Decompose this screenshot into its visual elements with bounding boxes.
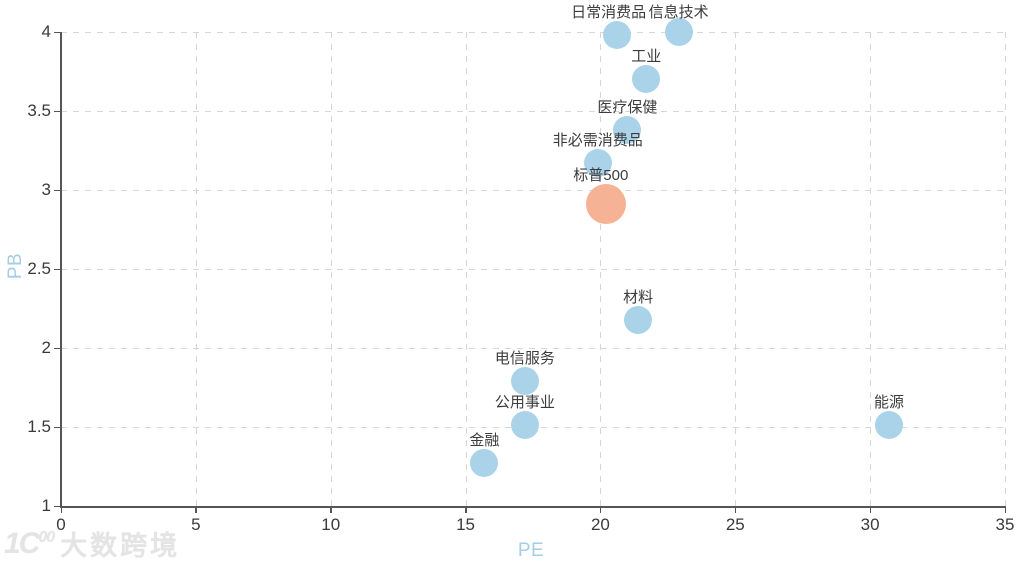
bubble-label-材料: 材料 bbox=[623, 288, 654, 306]
y-tick-label-4: 4 bbox=[41, 22, 51, 41]
x-tick-35 bbox=[1004, 507, 1006, 513]
y-tick-2 bbox=[54, 347, 61, 349]
bubble-工业[interactable] bbox=[632, 65, 661, 94]
bubble-label-信息技术: 信息技术 bbox=[648, 4, 709, 21]
y-tick-3.5 bbox=[54, 110, 61, 112]
watermark: 1C00 大数跨境 bbox=[4, 524, 180, 563]
bubble-日常消费品[interactable] bbox=[602, 21, 631, 50]
bubble-标普500[interactable] bbox=[585, 184, 626, 225]
x-tick-30 bbox=[869, 507, 872, 513]
y-tick-label-2: 2 bbox=[41, 338, 51, 357]
x-axis-line bbox=[60, 506, 1006, 508]
bubble-label-电信服务: 电信服务 bbox=[494, 350, 555, 368]
bubble-label-非必需消费品: 非必需消费品 bbox=[552, 132, 643, 150]
gridline-y-2.5 bbox=[61, 269, 1005, 270]
y-tick-label-3.5: 3.5 bbox=[27, 101, 51, 120]
x-tick-0 bbox=[60, 507, 62, 513]
bubble-信息技术[interactable] bbox=[664, 18, 693, 46]
bubble-公用事业[interactable] bbox=[510, 411, 539, 440]
bubble-金融[interactable] bbox=[470, 449, 499, 478]
x-tick-10 bbox=[330, 507, 332, 513]
x-tick-label-20: 20 bbox=[590, 515, 610, 534]
y-tick-1.5 bbox=[54, 426, 61, 428]
y-axis-line bbox=[60, 32, 62, 508]
bubble-label-日常消费品: 日常消费品 bbox=[571, 4, 647, 22]
bubble-材料[interactable] bbox=[624, 305, 653, 334]
y-tick-3 bbox=[54, 189, 61, 191]
x-tick-5 bbox=[195, 507, 197, 513]
gridline-y-3.5 bbox=[61, 111, 1005, 112]
bubble-能源[interactable] bbox=[875, 411, 904, 440]
bubble-label-标普500: 标普500 bbox=[573, 167, 629, 185]
bubble-非必需消费品[interactable] bbox=[583, 149, 612, 178]
y-tick-label-2.5: 2.5 bbox=[27, 259, 51, 278]
y-tick-1 bbox=[54, 505, 61, 507]
watermark-text: 大数跨境 bbox=[60, 531, 181, 561]
bubble-label-公用事业: 公用事业 bbox=[494, 394, 555, 412]
x-tick-label-30: 30 bbox=[860, 515, 880, 534]
y-tick-label-1: 1 bbox=[41, 496, 51, 515]
x-tick-label-0: 0 bbox=[56, 515, 66, 534]
y-tick-label-3: 3 bbox=[41, 180, 51, 199]
bubble-label-工业: 工业 bbox=[631, 48, 662, 66]
x-tick-label-35: 35 bbox=[995, 515, 1015, 534]
x-tick-label-15: 15 bbox=[456, 515, 476, 534]
y-tick-2.5 bbox=[54, 268, 61, 270]
y-axis-title: PB bbox=[5, 252, 26, 280]
x-tick-label-5: 5 bbox=[191, 515, 201, 534]
bubble-电信服务[interactable] bbox=[510, 367, 539, 396]
gridline-x-35 bbox=[1005, 32, 1006, 506]
x-tick-label-25: 25 bbox=[725, 515, 745, 534]
bubble-label-能源: 能源 bbox=[874, 394, 905, 412]
x-tick-label-10: 10 bbox=[321, 515, 341, 534]
x-axis-title: PE bbox=[517, 540, 545, 561]
y-tick-label-1.5: 1.5 bbox=[27, 417, 51, 436]
gridline-y-2 bbox=[61, 348, 1005, 349]
x-tick-20 bbox=[599, 507, 602, 513]
bubble-医疗保健[interactable] bbox=[613, 115, 642, 144]
x-tick-25 bbox=[734, 507, 737, 513]
bubble-label-金融: 金融 bbox=[469, 432, 500, 450]
x-tick-15 bbox=[465, 507, 467, 513]
watermark-logo: 1C00 bbox=[4, 526, 55, 560]
bubble-label-医疗保健: 医疗保健 bbox=[597, 98, 658, 116]
gridline-y-3 bbox=[61, 190, 1005, 191]
gridline-y-4 bbox=[61, 32, 1005, 33]
y-tick-4 bbox=[54, 31, 61, 33]
